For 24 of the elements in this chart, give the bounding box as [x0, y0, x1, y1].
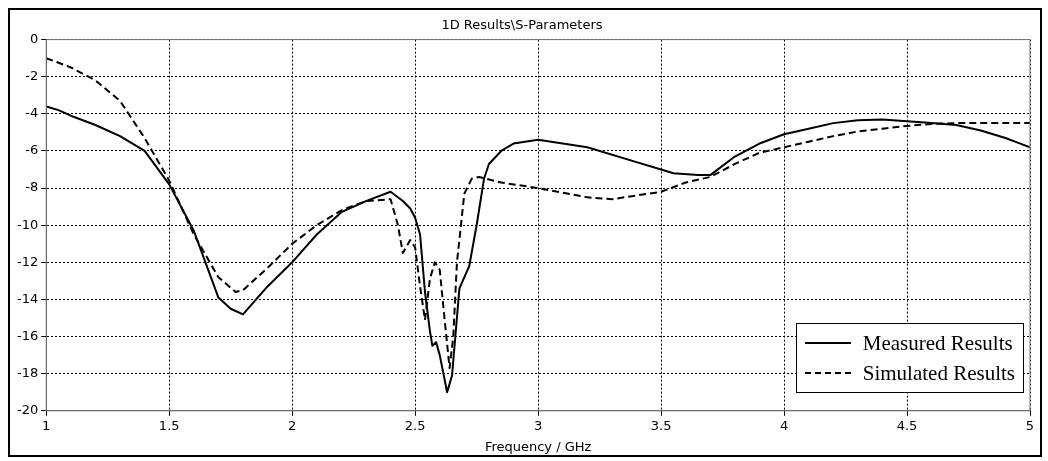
- y-tick-label: -6: [25, 142, 39, 158]
- legend-label: Simulated Results: [862, 360, 1015, 387]
- y-tick-label: -18: [17, 365, 39, 381]
- y-tick-label: -10: [17, 216, 39, 232]
- x-tick-label: 4: [779, 417, 789, 433]
- y-tick-label: 0: [29, 30, 39, 46]
- legend-label: Measured Results: [862, 330, 1013, 357]
- y-tick-label: -8: [25, 179, 39, 195]
- x-tick-label: 2.5: [404, 417, 426, 433]
- x-tick-label: 1: [42, 417, 51, 433]
- y-tick-label: -20: [17, 402, 39, 418]
- y-tick-label: -16: [17, 327, 39, 343]
- x-tick-label: 4.5: [896, 417, 918, 433]
- chart-title: 1D Results\S-Parameters: [441, 17, 603, 33]
- x-tick-label: 1.5: [158, 417, 180, 433]
- x-tick-label: 2: [288, 417, 297, 433]
- y-tick-label: -4: [25, 105, 39, 121]
- x-tick-label: 3: [533, 417, 543, 433]
- y-tick-label: -12: [17, 253, 39, 269]
- y-tick-label: -14: [17, 290, 39, 306]
- x-tick-label: 3.5: [650, 417, 672, 433]
- x-tick-label: 5: [1025, 417, 1035, 433]
- x-axis-title: Frequency / GHz: [484, 438, 592, 454]
- y-tick-label: -2: [25, 68, 39, 84]
